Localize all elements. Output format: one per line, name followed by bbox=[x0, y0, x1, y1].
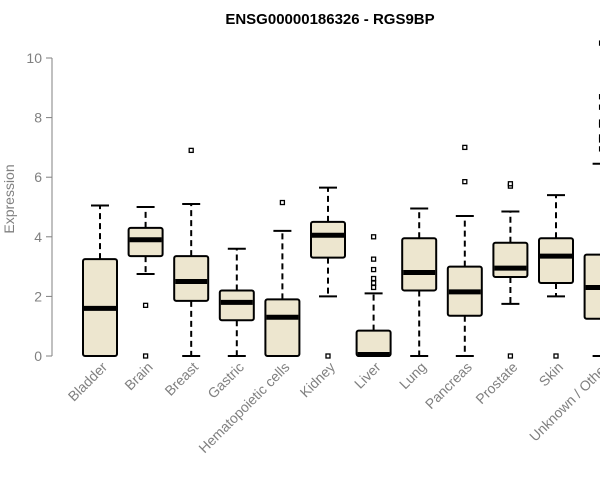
x-tick-label: Liver bbox=[351, 359, 384, 392]
box-iqr bbox=[538, 237, 574, 284]
outlier-point bbox=[462, 144, 468, 151]
outlier-point bbox=[370, 275, 377, 282]
outlier-point bbox=[370, 266, 377, 273]
outlier-point bbox=[279, 199, 286, 206]
outlier-point bbox=[325, 353, 331, 359]
x-tick-label: Kidney bbox=[297, 359, 339, 401]
box-bladder bbox=[82, 204, 118, 357]
x-tick-label: Breast bbox=[161, 359, 201, 399]
y-tick-label: 6 bbox=[34, 169, 42, 185]
box-gastric bbox=[218, 247, 255, 357]
outlier-point bbox=[370, 234, 377, 240]
box-kidney bbox=[310, 186, 346, 359]
y-tick-label: 2 bbox=[34, 288, 42, 304]
x-tick-label: Bladder bbox=[65, 359, 111, 405]
outlier-point bbox=[370, 280, 377, 286]
x-tick-label: Gastric bbox=[204, 359, 247, 402]
outlier-point bbox=[462, 179, 468, 185]
y-tick-label: 4 bbox=[34, 229, 42, 245]
x-tick-label: Prostate bbox=[472, 359, 520, 407]
box-skin bbox=[538, 194, 574, 359]
y-axis: 0 2 4 6 8 10 bbox=[26, 50, 53, 364]
box-iqr bbox=[173, 255, 210, 302]
box-hematopoietic-cells bbox=[264, 199, 301, 358]
box-iqr bbox=[218, 289, 255, 322]
box-breast bbox=[173, 147, 210, 357]
box-series bbox=[82, 40, 600, 359]
chart-title: ENSG00000186326 - RGS9BP bbox=[225, 11, 434, 28]
x-tick-label: Skin bbox=[536, 359, 567, 390]
outlier-point bbox=[553, 353, 559, 359]
x-tick-label: Hematopoietic cells bbox=[195, 359, 292, 456]
box-iqr bbox=[310, 220, 346, 259]
box-iqr bbox=[492, 241, 529, 279]
y-axis-label: Expression bbox=[1, 164, 17, 233]
box-iqr bbox=[264, 298, 301, 358]
box-iqr bbox=[401, 237, 438, 292]
x-tick-label: Pancreas bbox=[422, 359, 475, 412]
outlier-point bbox=[370, 256, 377, 262]
y-tick-label: 10 bbox=[26, 50, 42, 66]
y-tick-label: 8 bbox=[34, 110, 42, 126]
box-pancreas bbox=[446, 144, 483, 357]
box-brain bbox=[127, 206, 164, 359]
outlier-point bbox=[507, 181, 514, 187]
box-liver bbox=[355, 234, 392, 358]
outlier-point bbox=[142, 353, 149, 359]
x-tick-label: Lung bbox=[396, 359, 429, 392]
outlier-point bbox=[188, 147, 194, 154]
outlier-point bbox=[507, 353, 514, 359]
outlier-point bbox=[370, 284, 377, 291]
box-lung bbox=[401, 207, 438, 357]
box-unknown-other bbox=[583, 40, 600, 357]
y-tick-label: 0 bbox=[34, 348, 42, 364]
x-tick-label: Brain bbox=[121, 359, 155, 393]
outlier-point bbox=[142, 302, 149, 308]
box-prostate bbox=[492, 181, 529, 359]
